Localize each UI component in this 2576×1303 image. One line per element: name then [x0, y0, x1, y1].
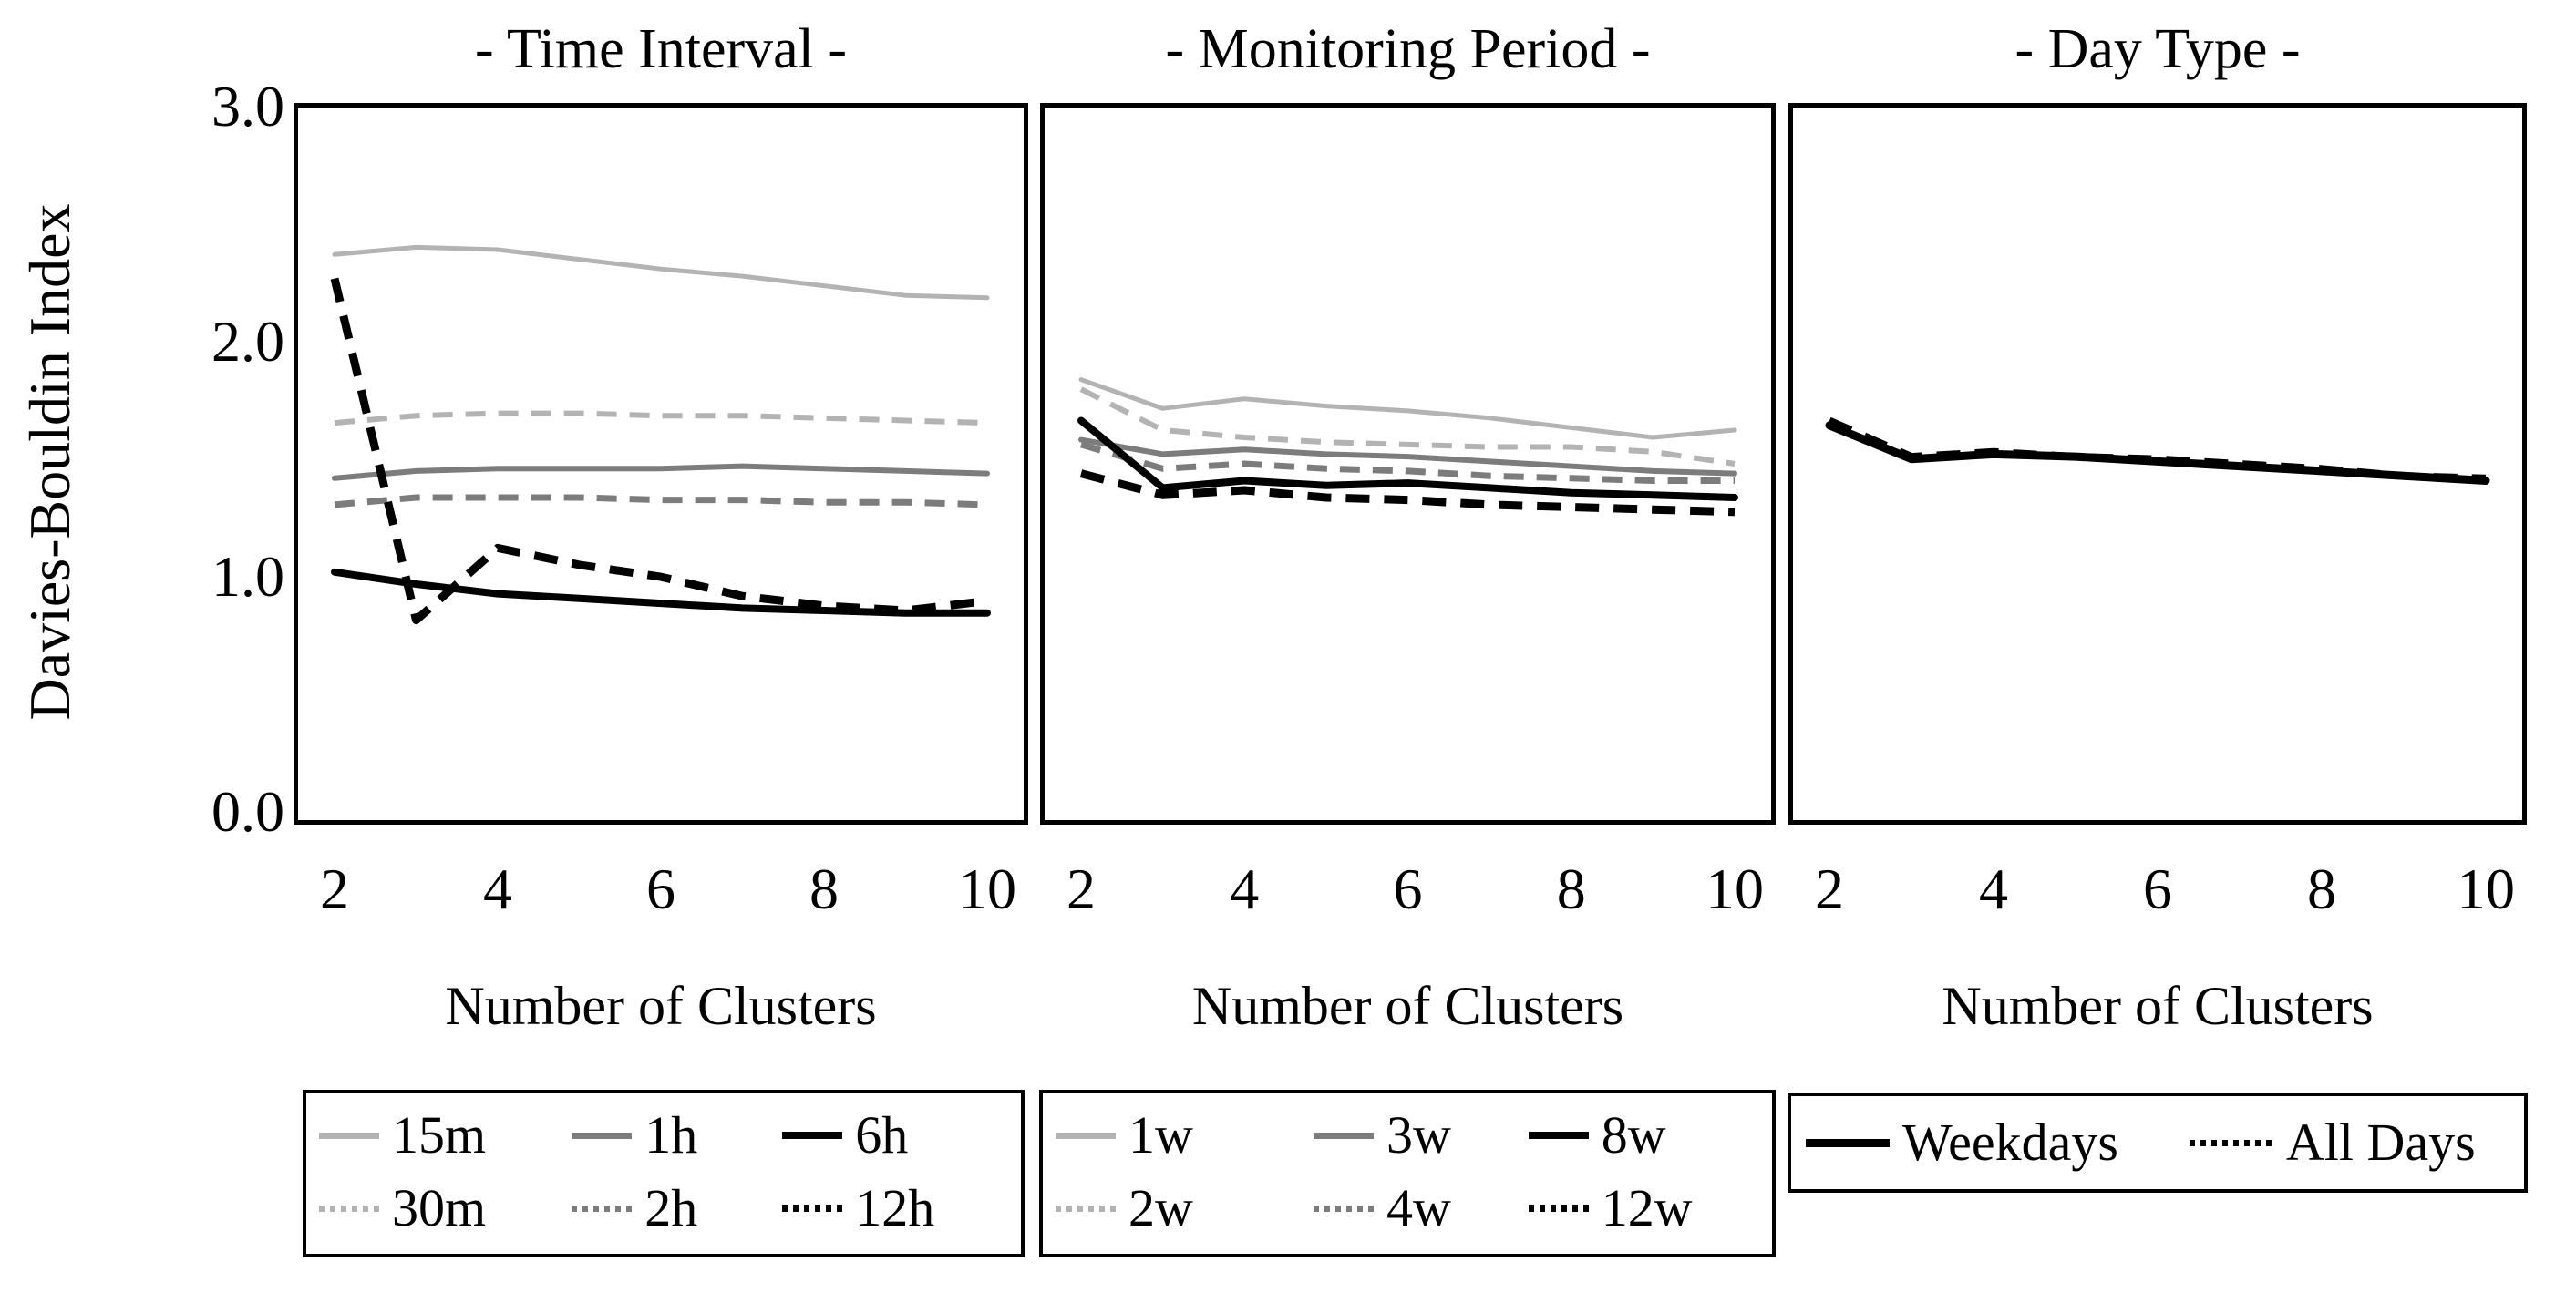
legend-row: Weekdays All Days — [1806, 1113, 2524, 1173]
legend-item-2w: 2w — [1056, 1178, 1314, 1238]
panel-title-monitoring-period: - Monitoring Period - — [1165, 18, 1651, 80]
legend-day-type: Weekdays All Days — [1788, 1093, 2528, 1193]
legend-swatch-1h-line — [572, 1132, 633, 1139]
legend-label: 15m — [392, 1105, 487, 1164]
x-axis-label-time-interval: Number of Clusters — [445, 976, 877, 1036]
series-line-1h — [332, 463, 990, 481]
panel-border — [1788, 103, 2527, 825]
x-ticks-day-type: 2 4 6 8 10 — [1788, 853, 2527, 926]
legend-label: 2h — [644, 1178, 698, 1237]
legend-label: 3w — [1386, 1105, 1451, 1164]
legend-swatch-30m-line — [319, 1205, 379, 1212]
legend-item-15m: 15m — [319, 1105, 572, 1165]
legend-row: 2w 4w 12w — [1056, 1178, 1772, 1238]
x-tick-6: 6 — [646, 857, 675, 921]
series-line-30m — [334, 410, 988, 426]
panel-title-day-type: - Day Type - — [2014, 18, 2301, 80]
x-tick-4: 4 — [483, 857, 512, 921]
plot-panel-time-interval — [294, 103, 1028, 825]
legend-label: 30m — [392, 1178, 487, 1237]
series-line-3w — [1078, 436, 1737, 477]
legend-label: 1w — [1128, 1105, 1193, 1164]
legend-item-1h: 1h — [572, 1105, 782, 1165]
legend-label: Weekdays — [1902, 1113, 2118, 1172]
legend-swatch-all-days-line — [2189, 1139, 2273, 1146]
legend-swatch-3w-line — [1313, 1132, 1374, 1139]
y-tick-1: 1.0 — [211, 544, 284, 609]
y-tick-2: 2.0 — [211, 309, 284, 374]
legend-swatch-12w-line — [1528, 1205, 1589, 1212]
legend-label: 6h — [855, 1105, 909, 1164]
legend-label: 8w — [1601, 1105, 1666, 1164]
legend-swatch-8w-line — [1528, 1132, 1589, 1139]
legend-time-interval: 15m 1h 6h 30m 2h 12h — [303, 1090, 1025, 1257]
legend-item-6h: 6h — [782, 1105, 1021, 1165]
series-line-15m — [332, 244, 990, 301]
x-tick-10: 10 — [1705, 857, 1764, 921]
series-line-2w — [1079, 386, 1736, 467]
legend-label: 1h — [644, 1105, 698, 1164]
legend-item-1w: 1w — [1056, 1105, 1314, 1165]
x-tick-10: 10 — [958, 857, 1016, 921]
x-tick-8: 8 — [2307, 857, 2336, 921]
panel-title-time-interval: - Time Interval - — [474, 18, 848, 80]
x-tick-2: 2 — [1066, 857, 1096, 921]
legend-swatch-2w-line — [1056, 1205, 1116, 1212]
series-line-all-days — [1828, 416, 2487, 482]
legend-label: 2w — [1128, 1178, 1193, 1237]
legend-row: 30m 2h 12h — [319, 1178, 1021, 1238]
legend-label: 4w — [1386, 1178, 1451, 1237]
legend-swatch-4w-line — [1313, 1205, 1374, 1212]
legend-item-all-days: All Days — [2189, 1113, 2476, 1173]
y-tick-0: 0.0 — [211, 779, 284, 844]
x-tick-10: 10 — [2457, 857, 2515, 921]
series-line-12w — [1079, 469, 1736, 517]
legend-item-30m: 30m — [319, 1178, 572, 1238]
x-ticks-time-interval: 2 4 6 8 10 — [294, 853, 1028, 926]
legend-swatch-12h-line — [782, 1205, 843, 1212]
series-line-4w — [1080, 441, 1735, 484]
x-tick-6: 6 — [2143, 857, 2172, 921]
legend-label: 12w — [1601, 1178, 1693, 1237]
legend-swatch-15m-line — [319, 1132, 379, 1139]
x-tick-2: 2 — [320, 857, 349, 921]
legend-swatch-weekdays-line — [1806, 1138, 1890, 1147]
legend-label: All Days — [2285, 1113, 2476, 1172]
legend-label: 12h — [855, 1178, 935, 1237]
series-line-1w — [1078, 377, 1737, 440]
x-tick-8: 8 — [809, 857, 839, 921]
legend-item-12h: 12h — [782, 1178, 1021, 1238]
panel-border — [1040, 103, 1776, 825]
legend-item-weekdays: Weekdays — [1806, 1113, 2118, 1173]
y-tick-3: 3.0 — [211, 74, 284, 139]
legend-item-4w: 4w — [1313, 1178, 1529, 1238]
x-tick-4: 4 — [1979, 857, 2008, 921]
x-tick-2: 2 — [1815, 857, 1844, 921]
legend-monitoring-period: 1w 3w 8w 2w 4w 12w — [1039, 1090, 1776, 1257]
series-line-8w — [1077, 416, 1738, 501]
x-tick-6: 6 — [1393, 857, 1423, 921]
series-line-2h — [334, 494, 988, 508]
legend-swatch-2h-line — [572, 1205, 633, 1212]
legend-row: 15m 1h 6h — [319, 1105, 1021, 1165]
y-axis-label: Davies-Bouldin Index — [17, 203, 82, 721]
legend-swatch-6h-line — [782, 1132, 843, 1139]
series-line-12h — [330, 277, 988, 625]
x-axis-label-monitoring-period: Number of Clusters — [1191, 976, 1624, 1036]
x-tick-4: 4 — [1230, 857, 1260, 921]
plot-panel-monitoring-period — [1040, 103, 1776, 825]
legend-swatch-1w-line — [1056, 1132, 1116, 1139]
legend-item-3w: 3w — [1313, 1105, 1529, 1165]
panel-border — [294, 103, 1028, 825]
legend-item-2h: 2h — [572, 1178, 782, 1238]
series-line-weekdays — [1825, 421, 2490, 485]
x-axis-label-day-type: Number of Clusters — [1942, 976, 2374, 1036]
legend-row: 1w 3w 8w — [1056, 1105, 1772, 1165]
plot-panel-day-type — [1788, 103, 2527, 825]
x-ticks-monitoring-period: 2 4 6 8 10 — [1040, 853, 1776, 926]
legend-item-12w: 12w — [1528, 1178, 1772, 1238]
x-tick-8: 8 — [1556, 857, 1586, 921]
legend-item-8w: 8w — [1528, 1105, 1772, 1165]
